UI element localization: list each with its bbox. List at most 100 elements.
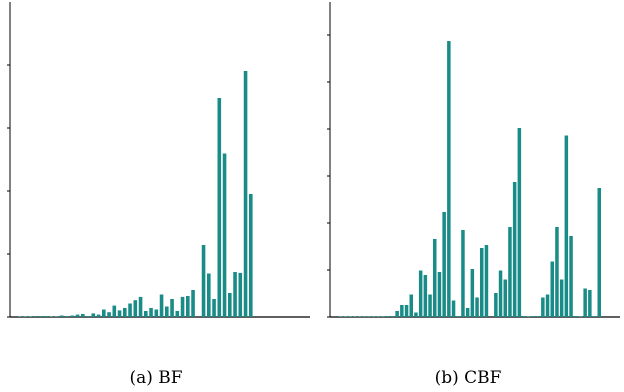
bar bbox=[451, 300, 456, 317]
bar bbox=[404, 305, 409, 317]
bar bbox=[70, 315, 75, 317]
bar bbox=[175, 311, 180, 317]
bar bbox=[527, 316, 531, 317]
bar bbox=[357, 316, 362, 317]
bar bbox=[578, 316, 583, 317]
bar bbox=[81, 314, 85, 317]
bar bbox=[33, 316, 38, 317]
bar bbox=[170, 299, 174, 317]
bar bbox=[550, 261, 554, 317]
bar bbox=[23, 316, 27, 317]
bar bbox=[238, 272, 243, 317]
bar bbox=[475, 297, 479, 317]
bar bbox=[531, 316, 536, 317]
bar bbox=[395, 311, 399, 317]
bar bbox=[461, 230, 465, 317]
bar bbox=[102, 309, 106, 317]
bar bbox=[386, 316, 390, 317]
caption-cbf: (b) CBF bbox=[435, 368, 502, 388]
caption-bf: (a) BF bbox=[129, 368, 182, 388]
bar bbox=[588, 290, 592, 317]
bar bbox=[484, 245, 489, 317]
bar bbox=[243, 71, 248, 317]
bar bbox=[371, 316, 376, 317]
bar bbox=[228, 293, 232, 317]
bar bbox=[65, 316, 69, 317]
bar bbox=[348, 316, 352, 317]
bar bbox=[49, 316, 54, 317]
bar bbox=[545, 294, 550, 317]
bar bbox=[44, 316, 48, 317]
bar bbox=[480, 248, 484, 317]
bar bbox=[133, 300, 138, 317]
bar bbox=[180, 296, 185, 317]
bar bbox=[362, 316, 366, 317]
bar bbox=[207, 273, 211, 317]
bar bbox=[91, 313, 96, 317]
bar bbox=[75, 314, 80, 317]
bar bbox=[117, 310, 122, 317]
bar bbox=[201, 245, 206, 317]
bar bbox=[39, 316, 43, 317]
bar bbox=[541, 297, 545, 317]
bar bbox=[233, 272, 237, 317]
bar bbox=[128, 303, 132, 317]
bar bbox=[60, 315, 64, 317]
bar bbox=[28, 316, 33, 317]
bar bbox=[414, 312, 418, 317]
bar bbox=[339, 316, 343, 317]
bar bbox=[569, 236, 573, 317]
bar bbox=[159, 294, 164, 317]
bar bbox=[107, 312, 111, 317]
bar bbox=[86, 316, 90, 317]
bar bbox=[428, 294, 432, 317]
chart-cbf bbox=[327, 2, 620, 318]
bar bbox=[18, 316, 22, 317]
bar bbox=[470, 269, 475, 317]
bar bbox=[498, 270, 503, 317]
bar bbox=[433, 239, 437, 317]
bar bbox=[400, 305, 404, 317]
bar bbox=[442, 212, 446, 317]
chart-bf bbox=[7, 2, 310, 318]
bar bbox=[54, 316, 59, 317]
bar bbox=[249, 194, 253, 317]
bar bbox=[149, 308, 153, 317]
bar bbox=[512, 182, 517, 317]
bar bbox=[191, 290, 195, 317]
bar bbox=[165, 306, 169, 317]
bar bbox=[564, 135, 569, 317]
bar bbox=[186, 296, 190, 317]
bar bbox=[212, 299, 216, 317]
bar bbox=[353, 316, 357, 317]
bar bbox=[409, 294, 413, 317]
bar bbox=[423, 275, 428, 317]
bar bbox=[96, 314, 101, 317]
bar bbox=[390, 316, 395, 317]
bar bbox=[555, 227, 559, 317]
bar bbox=[138, 296, 143, 317]
bar bbox=[343, 316, 348, 317]
bar bbox=[494, 293, 498, 317]
bar bbox=[592, 316, 597, 317]
bar bbox=[574, 316, 578, 317]
bar bbox=[508, 227, 512, 317]
bar bbox=[376, 316, 381, 317]
bar bbox=[154, 309, 159, 317]
bar bbox=[536, 316, 540, 317]
bar bbox=[447, 41, 451, 317]
bar bbox=[465, 308, 470, 317]
bar bbox=[222, 153, 227, 317]
bar bbox=[123, 308, 127, 317]
bar bbox=[217, 98, 222, 317]
bar bbox=[381, 316, 385, 317]
bar bbox=[418, 270, 423, 317]
bar bbox=[559, 279, 564, 317]
bar bbox=[144, 311, 148, 317]
bar bbox=[367, 316, 371, 317]
bar bbox=[437, 272, 442, 317]
bar bbox=[522, 316, 526, 317]
bar bbox=[517, 128, 522, 317]
bar bbox=[456, 316, 460, 317]
